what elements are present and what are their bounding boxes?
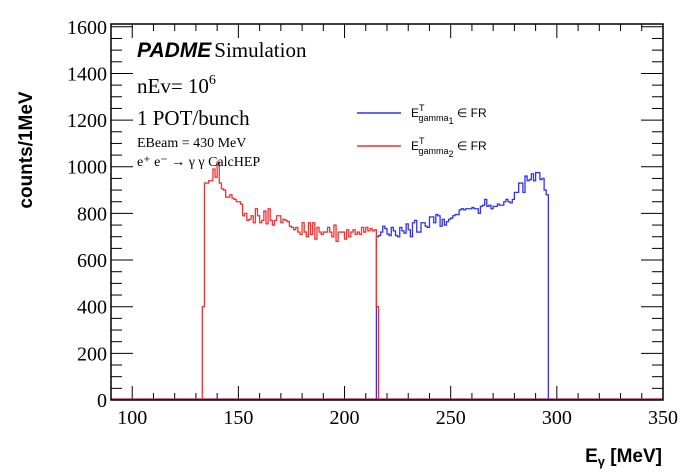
y-tick-label: 1600 bbox=[67, 17, 107, 39]
nev-label: nEv= 106 bbox=[137, 73, 216, 98]
y-tick-label: 1000 bbox=[67, 157, 107, 179]
y-tick-label: 600 bbox=[77, 250, 107, 272]
legend-label-gamma2: ET gamma2 ∈ FR bbox=[411, 136, 487, 159]
padme-label: PADME Simulation bbox=[137, 38, 307, 62]
x-tick-label: 100 bbox=[117, 407, 147, 429]
x-tick-label: 300 bbox=[542, 407, 572, 429]
plot-frame bbox=[110, 23, 664, 401]
series-group bbox=[111, 161, 663, 400]
ebeam-label: EBeam = 430 MeV bbox=[137, 136, 246, 151]
annotation-block: PADME Simulation nEv= 106 1 POT/bunch EBe… bbox=[137, 38, 307, 170]
legend-label-gamma1: ET gamma1 ∈ FR bbox=[411, 103, 487, 126]
y-tick-label: 1400 bbox=[67, 63, 107, 85]
y-tick-label: 200 bbox=[77, 343, 107, 365]
x-tick-label: 150 bbox=[223, 407, 253, 429]
x-tick-label: 250 bbox=[436, 407, 466, 429]
process-label: e⁺ e⁻ → γ γ CalcHEP bbox=[137, 155, 260, 170]
x-tick-label: 200 bbox=[330, 407, 360, 429]
tick-labels: 100 150 200 250 300 350 0 200 400 600 800 1000 1200 1… bbox=[67, 17, 678, 429]
legend-entry-gamma1: ET gamma1 ∈ FR bbox=[357, 103, 487, 126]
y-tick-label: 800 bbox=[77, 203, 107, 225]
y-tick-label: 400 bbox=[77, 297, 107, 319]
axis-ticks bbox=[110, 24, 664, 401]
y-tick-label: 1200 bbox=[67, 110, 107, 132]
histogram-series-2 bbox=[201, 161, 380, 400]
legend: ET gamma1 ∈ FR ET gamma2 ∈ FR bbox=[357, 103, 487, 159]
histogram-series-1 bbox=[375, 171, 550, 400]
x-tick-label: 350 bbox=[648, 407, 678, 429]
y-axis-title: counts/1MeV bbox=[16, 91, 37, 209]
pot-label: 1 POT/bunch bbox=[137, 106, 250, 130]
legend-entry-gamma2: ET gamma2 ∈ FR bbox=[357, 136, 487, 159]
x-axis-title: Eγ [MeV] bbox=[585, 446, 662, 469]
y-tick-label: 0 bbox=[97, 390, 107, 412]
